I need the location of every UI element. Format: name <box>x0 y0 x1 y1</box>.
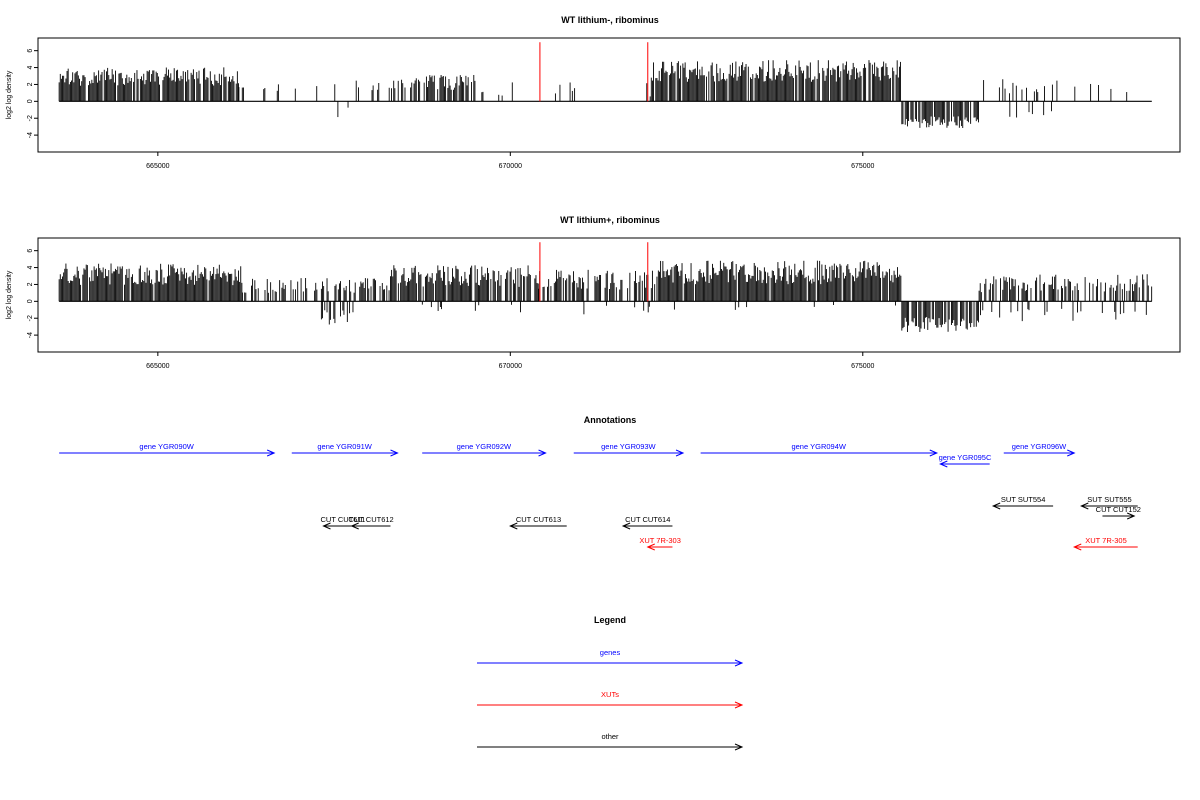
data-bars <box>58 260 1153 332</box>
feature-label: SUT SUT554 <box>1001 495 1045 504</box>
feature-label: XUT 7R-303 <box>639 536 681 545</box>
track-plot-lithium-plus: WT lithium+, ribominus log2 log density … <box>6 215 1181 370</box>
x-tick-label: 665000 <box>146 363 169 370</box>
y-tick-label: 4 <box>27 266 34 270</box>
feature-arrowhead <box>538 449 547 457</box>
feature-label: gene YGR095C <box>939 453 992 462</box>
data-bars <box>58 60 1152 128</box>
feature-label: gene YGR091W <box>317 442 372 451</box>
feature-label: gene YGR093W <box>601 442 656 451</box>
feature-arrowhead <box>322 522 331 530</box>
feature-label: XUT 7R-305 <box>1085 536 1127 545</box>
plot-frame <box>37 237 1181 353</box>
plot-frame <box>37 37 1181 153</box>
legend-label: genes <box>600 648 621 657</box>
y-axis: 6 4 2 0 -2 -4 <box>27 49 38 138</box>
annotation-features: gene YGR090W gene YGR091W gene YGR092W gene… <box>59 442 1141 551</box>
x-tick-label: 670000 <box>499 163 522 170</box>
feature-arrowhead <box>991 502 1001 510</box>
y-tick-label: 0 <box>27 99 34 103</box>
feature-label: CUT CUT613 <box>516 515 561 524</box>
legend-arrowhead <box>734 743 744 751</box>
track-plot-lithium-minus: WT lithium-, ribominus log2 log density … <box>6 15 1181 170</box>
x-tick-label: 665000 <box>146 163 169 170</box>
y-tick-label: 4 <box>27 66 34 70</box>
legend-panel: Legend genes XUTs other <box>477 615 744 751</box>
x-axis: 665000 670000 675000 <box>146 152 875 170</box>
plot-title: WT lithium-, ribominus <box>561 15 659 25</box>
feature-arrowhead <box>621 522 631 530</box>
feature-arrowhead <box>350 522 359 530</box>
feature-label: gene YGR092W <box>457 442 512 451</box>
y-axis: 6 4 2 0 -2 -4 <box>27 249 38 338</box>
y-tick-label: -4 <box>27 132 34 138</box>
feature-arrowhead <box>675 449 685 457</box>
legend-items: genes XUTs other <box>477 648 744 751</box>
feature-label: SUT SUT555 <box>1087 495 1131 504</box>
y-axis-label: log2 log density <box>6 70 13 119</box>
feature-label: CUT CUT152 <box>1096 505 1141 514</box>
x-tick-label: 675000 <box>851 163 874 170</box>
y-tick-label: 6 <box>27 249 34 253</box>
feature-arrowhead <box>390 449 399 457</box>
y-tick-label: 0 <box>27 299 34 303</box>
annotations-title: Annotations <box>584 415 637 425</box>
legend-arrowhead <box>734 701 744 709</box>
feature-arrowhead <box>1126 512 1136 520</box>
feature-arrowhead <box>1067 449 1076 457</box>
feature-label: gene YGR094W <box>791 442 846 451</box>
y-axis-label: log2 log density <box>6 270 13 319</box>
plot-title: WT lithium+, ribominus <box>560 215 660 225</box>
y-tick-label: 2 <box>27 82 34 86</box>
x-axis: 665000 670000 675000 <box>146 352 875 370</box>
legend-label: XUTs <box>601 690 619 699</box>
feature-arrowhead <box>1080 502 1089 510</box>
y-tick-label: 2 <box>27 282 34 286</box>
y-tick-label: 6 <box>27 49 34 53</box>
y-tick-label: -4 <box>27 332 34 338</box>
marker-lines <box>539 42 649 102</box>
feature-arrowhead <box>929 449 939 457</box>
feature-label: CUT CUT611 <box>321 515 366 524</box>
y-tick-label: -2 <box>27 115 34 121</box>
feature-arrowhead <box>509 522 518 530</box>
feature-arrowhead <box>1072 543 1082 551</box>
legend-label: other <box>601 732 619 741</box>
feature-arrowhead <box>646 543 655 551</box>
marker-lines <box>539 242 649 302</box>
feature-label: CUT CUT614 <box>625 515 670 524</box>
legend-title: Legend <box>594 615 626 625</box>
feature-arrowhead <box>266 449 276 457</box>
x-tick-label: 675000 <box>851 363 874 370</box>
feature-label: gene YGR090W <box>139 442 194 451</box>
annotations-panel: Annotations gene YGR090W gene YGR091W gene… <box>59 415 1141 551</box>
feature-label: CUT CUT612 <box>348 515 393 524</box>
x-tick-label: 670000 <box>499 363 522 370</box>
feature-label: gene YGR096W <box>1012 442 1067 451</box>
feature-arrowhead <box>939 460 948 468</box>
y-tick-label: -2 <box>27 315 34 321</box>
legend-arrowhead <box>734 659 744 667</box>
